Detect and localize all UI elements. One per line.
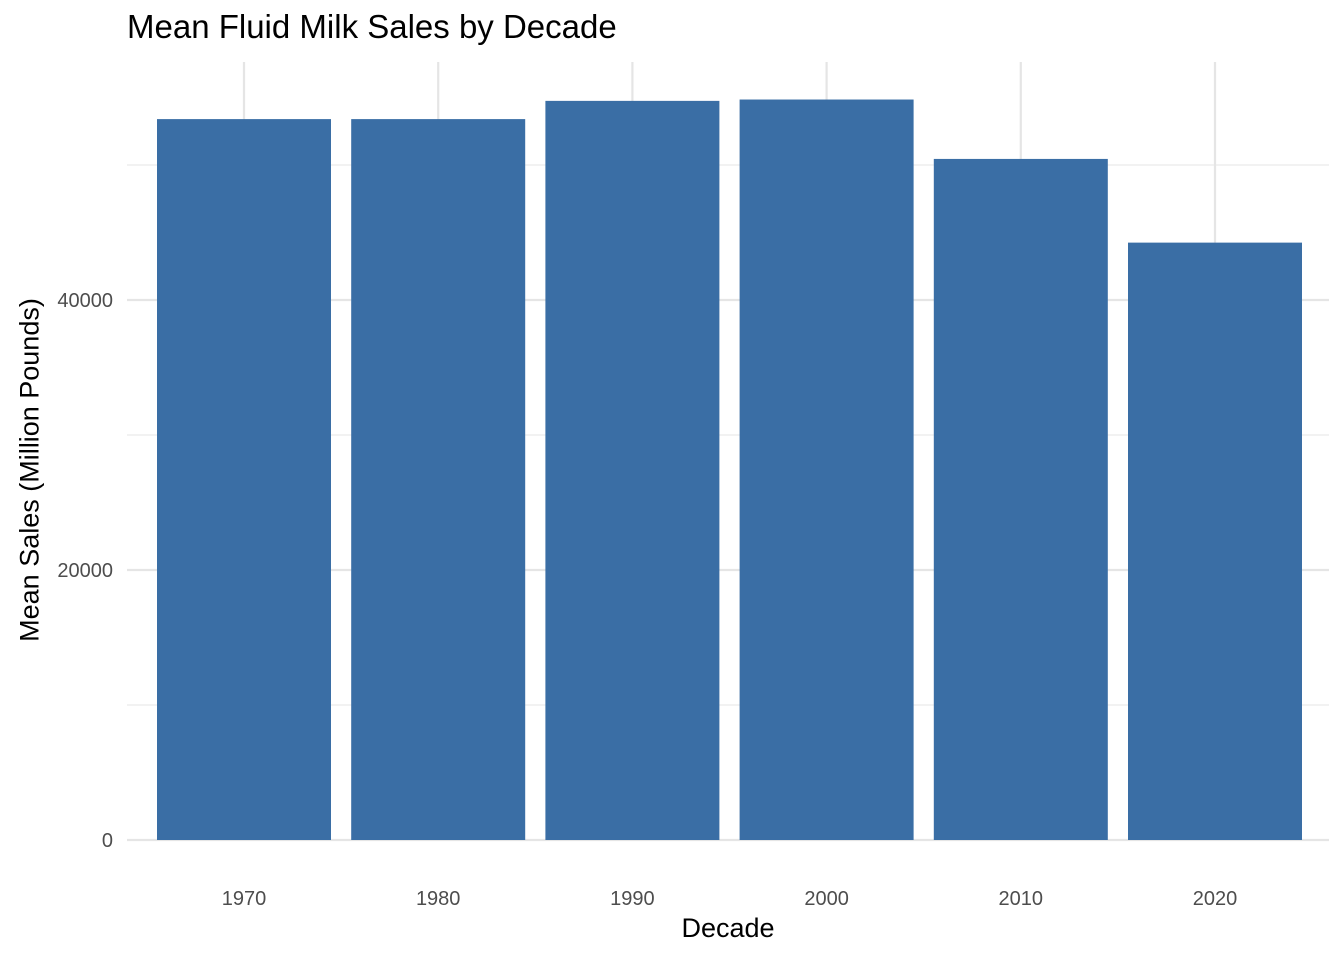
x-tick-label: 2020 (1193, 888, 1238, 910)
y-tick-label: 0 (102, 830, 113, 852)
bar-2020 (1128, 242, 1302, 840)
x-tick-label: 2000 (804, 888, 849, 910)
y-tick-label: 20000 (57, 560, 113, 582)
x-tick-label: 1970 (222, 888, 267, 910)
chart-title: Mean Fluid Milk Sales by Decade (127, 8, 617, 45)
bar-2000 (739, 99, 914, 840)
bar-1970 (157, 119, 331, 841)
bar-2010 (933, 158, 1108, 841)
x-tick-label: 1980 (416, 888, 461, 910)
x-axis-label: Decade (681, 913, 775, 943)
bar-1980 (351, 119, 526, 841)
y-axis-label: Mean Sales (Million Pounds) (14, 298, 45, 642)
x-tick-label: 1990 (610, 888, 655, 910)
bar-1990 (545, 100, 720, 840)
y-tick-label: 40000 (57, 290, 113, 312)
x-tick-label: 2010 (999, 888, 1044, 910)
